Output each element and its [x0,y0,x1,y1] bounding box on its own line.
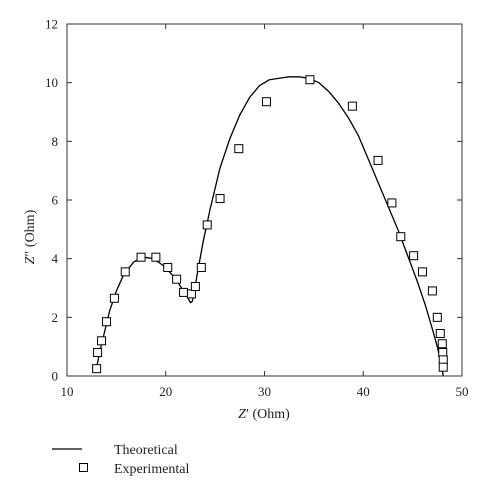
experimental-point [305,75,315,85]
experimental-point [234,144,244,154]
x-tick-label: 20 [159,384,172,399]
y-axis-label: Z″ (Ohm) [23,209,38,264]
experimental-point [437,339,447,349]
experimental-point [151,252,161,262]
experimental-point [438,362,448,372]
y-tick-label: 2 [52,310,59,325]
x-tick-label: 50 [456,384,469,399]
experimental-point [120,267,130,277]
plot-frame [66,23,463,377]
experimental-point [438,348,448,358]
experimental-point [432,312,442,322]
experimental-point [438,355,448,365]
experimental-point [186,289,196,299]
y-tick-label: 6 [52,193,59,208]
theoretical-line [95,76,444,377]
legend: Theoretical Experimental [52,443,190,477]
x-tick-label: 30 [258,384,271,399]
experimental-point [261,97,271,107]
y-tick-label: 10 [45,75,58,90]
experimental-point [196,262,206,272]
legend-label-theoretical: Theoretical [114,443,178,458]
experimental-point [179,287,189,297]
x-tick-label: 10 [61,384,74,399]
experimental-point [163,262,173,272]
legend-label-experimental: Experimental [114,462,190,477]
y-tick-label: 8 [52,134,59,149]
experimental-point [190,282,200,292]
experimental-point [102,317,111,327]
plot-area [92,75,448,377]
experimental-point [136,252,146,262]
x-tick-label: 40 [357,384,370,399]
y-tick-label: 0 [52,369,59,384]
experimental-point [418,267,427,277]
experimental-point [396,232,406,242]
y-tick-label: 12 [45,17,58,32]
experimental-point [202,220,212,230]
axes: 10 20 30 40 50 0 2 4 6 8 10 12 [45,17,469,400]
experimental-point [409,251,419,261]
experimental-point [92,364,102,374]
experimental-point [373,155,383,165]
experimental-point [97,336,107,346]
experimental-point [93,348,103,358]
experimental-point [427,286,437,296]
experimental-point [387,198,397,208]
experimental-point [435,328,445,338]
x-axis-label: Z′ (Ohm) [238,407,290,422]
experimental-point [215,194,225,204]
y-tick-label: 4 [52,251,59,266]
experimental-point [109,293,119,303]
experimental-point [172,274,182,284]
experimental-point [347,101,357,111]
legend-marker-swatch [79,463,88,472]
